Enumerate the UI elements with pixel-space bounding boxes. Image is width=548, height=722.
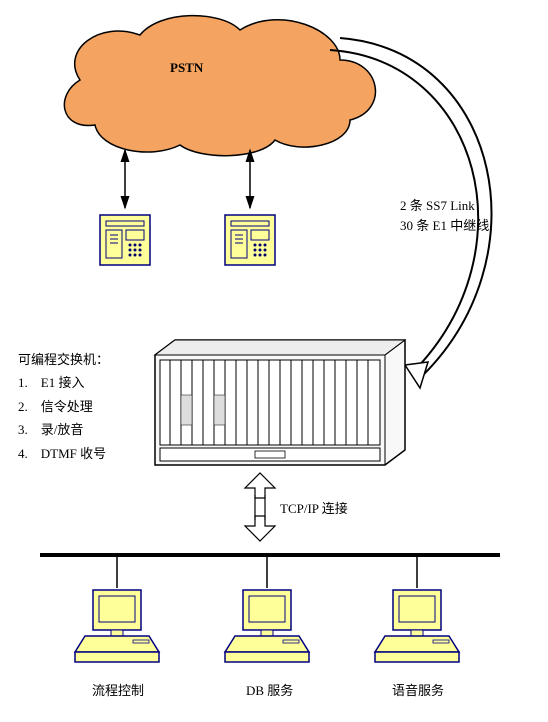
switch-desc-item2: 2. 信令处理 xyxy=(18,395,109,418)
phone-icon-1 xyxy=(100,215,150,265)
arrow-switch-bus xyxy=(245,473,275,541)
computer-label-2: DB 服务 xyxy=(246,680,293,699)
computer-label-3: 语音服务 xyxy=(392,680,444,699)
switch-desc-item3: 3. 录/放音 xyxy=(18,418,109,441)
computer-label-1: 流程控制 xyxy=(92,680,144,699)
switch-description: 可编程交换机： 1. E1 接入 2. 信令处理 3. 录/放音 4. DTMF… xyxy=(18,348,109,465)
tcpip-label: TCP/IP 连接 xyxy=(280,498,348,517)
computer-icon-3 xyxy=(375,590,459,662)
cloud-label: PSTN xyxy=(170,60,203,76)
computer-icon-2 xyxy=(225,590,309,662)
cloud-pstn xyxy=(64,16,375,156)
computer-icon-1 xyxy=(75,590,159,662)
phone-icon-2 xyxy=(225,215,275,265)
switch-desc-item1: 1. E1 接入 xyxy=(18,371,109,394)
link-label-2: 30 条 E1 中继线 xyxy=(400,215,489,234)
switch-desc-item4: 4. DTMF 收号 xyxy=(18,442,109,465)
link-label-1: 2 条 SS7 Link xyxy=(400,195,475,214)
switch-desc-title: 可编程交换机： xyxy=(18,348,109,371)
switch-icon xyxy=(155,340,405,465)
